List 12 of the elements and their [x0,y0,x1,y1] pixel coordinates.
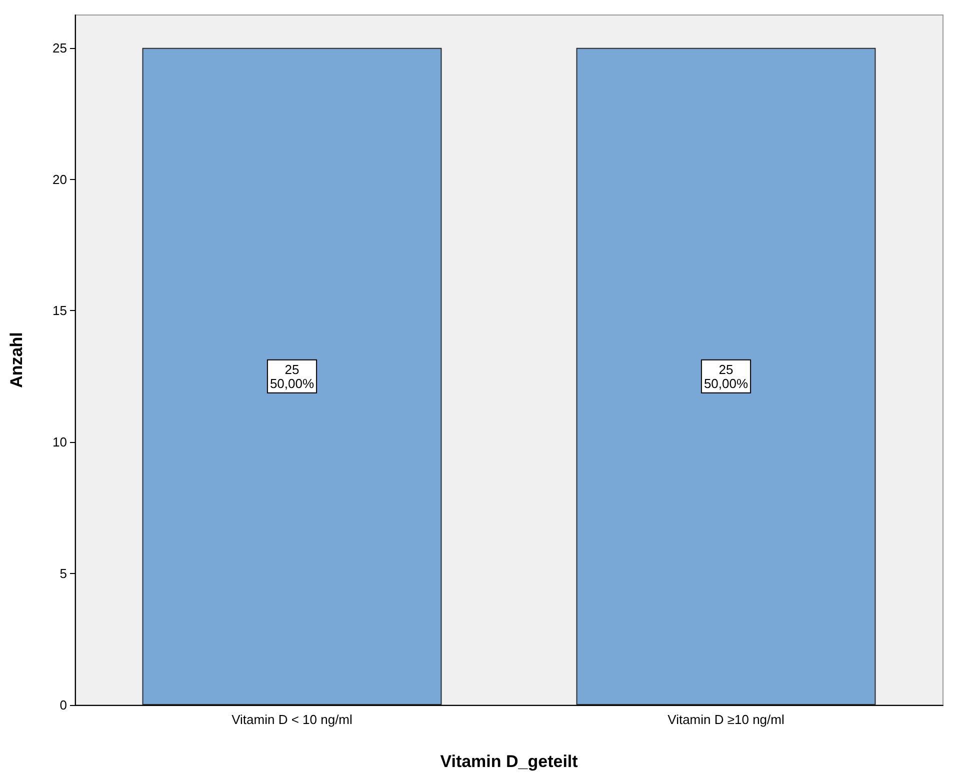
x-tick-label: Vitamin D ≥10 ng/ml [668,712,784,727]
x-tick-label: Vitamin D < 10 ng/ml [232,712,353,727]
y-tick-label: 0 [60,698,67,712]
y-tick-label: 25 [52,40,67,56]
y-tick-label: 15 [52,303,67,318]
y-tick-label: 5 [60,566,67,582]
x-axis-title: Vitamin D_geteilt [440,752,578,771]
data-label: 25 50,00% [704,362,748,391]
y-tick-label: 10 [52,434,67,450]
y-tick-label: 20 [52,172,67,187]
data-label: 25 50,00% [270,362,314,391]
y-axis-title: Anzahl [7,332,26,388]
